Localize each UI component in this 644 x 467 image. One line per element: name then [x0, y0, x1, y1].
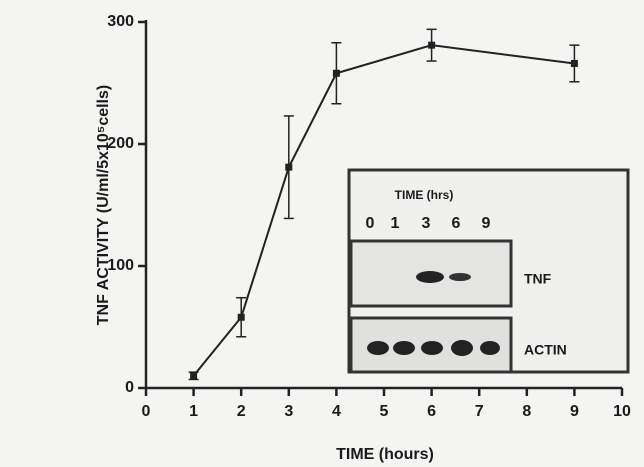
x-tick-label: 4: [332, 403, 341, 420]
x-tick-label: 2: [237, 403, 246, 420]
lane-label: 1: [391, 215, 400, 232]
x-tick-label: 3: [284, 403, 293, 420]
inset-title: TIME (hrs): [395, 188, 454, 202]
data-point: [571, 60, 578, 67]
y-axis-title: TNF ACTIVITY (U/ml/5x10⁵cells): [95, 85, 112, 325]
x-tick-label: 7: [475, 403, 484, 420]
actin-band: [421, 341, 443, 355]
tnf-band: [449, 273, 471, 281]
actin-band: [393, 341, 415, 355]
row-label: TNF: [524, 271, 552, 287]
tnf-band: [416, 271, 444, 283]
y-tick-label: 0: [125, 379, 134, 396]
x-tick-label: 6: [427, 403, 436, 420]
inset-blot: TIME (hrs) TNF ACTIN: [349, 170, 628, 372]
lane-label: 6: [452, 215, 461, 232]
y-tick-label: 200: [107, 135, 134, 152]
lane-label: 9: [482, 215, 491, 232]
actin-band: [480, 341, 500, 355]
data-point: [333, 70, 340, 77]
lane-label: 3: [422, 215, 431, 232]
lane-label: 0: [366, 215, 375, 232]
y-tick-label: 300: [107, 13, 134, 30]
data-point: [428, 42, 435, 49]
x-tick-label: 10: [613, 403, 631, 420]
x-tick-label: 1: [189, 403, 198, 420]
x-tick-label: 5: [380, 403, 389, 420]
x-tick-label: 9: [570, 403, 579, 420]
x-tick-label: 0: [142, 403, 151, 420]
row-label: ACTIN: [524, 342, 567, 358]
data-point: [190, 372, 197, 379]
x-tick-label: 8: [522, 403, 531, 420]
data-point: [285, 164, 292, 171]
x-axis-title: TIME (hours): [336, 446, 434, 463]
data-point: [238, 314, 245, 321]
chart: TIME (hrs) TNF ACTIN TIME (hours) TNF AC…: [0, 0, 644, 467]
actin-band: [367, 341, 389, 355]
actin-band: [451, 340, 473, 356]
y-tick-label: 100: [107, 257, 134, 274]
